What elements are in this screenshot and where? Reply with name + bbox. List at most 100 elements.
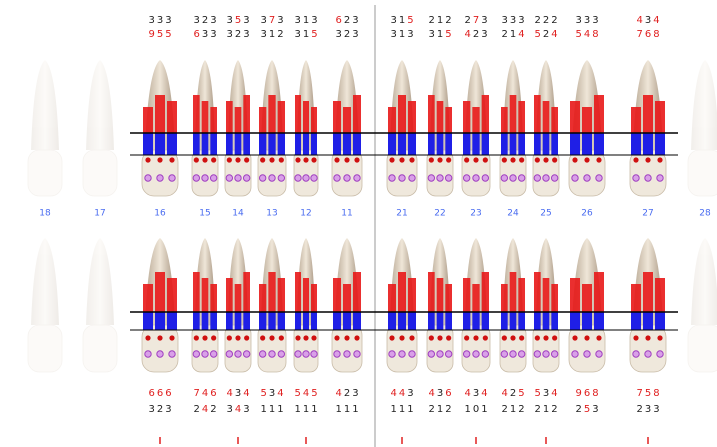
plaque-ring xyxy=(333,174,341,182)
plaque-ring xyxy=(533,174,542,182)
pocket-bar xyxy=(501,312,508,330)
plaque-ring xyxy=(517,350,526,358)
tooth-crown xyxy=(191,149,219,197)
bleeding-dot xyxy=(552,157,558,163)
plaque-ring xyxy=(258,174,267,182)
recession-bar xyxy=(268,272,276,312)
pocket-bar xyxy=(167,133,177,155)
pocket-bar xyxy=(481,133,489,155)
plaque-ring xyxy=(258,350,267,358)
bleeding-dot xyxy=(446,157,452,163)
tooth-number: 17 xyxy=(94,209,105,219)
tooth-crown xyxy=(687,149,717,197)
plaque-ring xyxy=(408,350,416,358)
pocket-bar xyxy=(501,133,508,155)
plaque-ring xyxy=(209,350,218,358)
plaque-ring xyxy=(310,174,318,182)
tooth-root xyxy=(86,60,114,150)
pocket-bar xyxy=(234,133,242,155)
pocket-bar xyxy=(268,133,276,155)
tooth-number: 23 xyxy=(470,209,481,219)
plaque-ring xyxy=(462,174,471,182)
plaque-ring xyxy=(277,350,286,358)
bleeding-dot xyxy=(409,157,415,163)
recession-bar xyxy=(210,284,217,312)
pocket-bar xyxy=(542,133,550,155)
bleeding-dot xyxy=(510,335,516,341)
plaque-ring xyxy=(168,350,176,358)
recession-bar xyxy=(408,101,416,133)
pocket-bar xyxy=(445,312,452,330)
pocket-bar xyxy=(518,312,525,330)
plaque-ring xyxy=(168,174,176,182)
plaque-ring xyxy=(444,174,453,182)
plaque-ring xyxy=(571,174,579,182)
tooth-crown xyxy=(629,324,667,373)
recession-bar xyxy=(655,101,665,133)
plaque-ring xyxy=(388,350,396,358)
tooth-crown xyxy=(568,149,606,197)
tooth-number: 25 xyxy=(540,209,551,219)
tooth-crown xyxy=(568,324,606,373)
pocket-bar xyxy=(303,312,309,330)
pocket-bar xyxy=(193,312,200,330)
recession-bar xyxy=(295,95,301,133)
plaque-ring xyxy=(509,174,517,182)
plaque-ring xyxy=(644,174,652,182)
pocket-bar xyxy=(295,133,301,155)
tooth-crown xyxy=(499,149,527,197)
tooth-number: 14 xyxy=(232,209,244,219)
recession-bar xyxy=(631,107,641,133)
tooth-crown xyxy=(426,149,454,197)
tooth-root xyxy=(691,238,717,325)
recession-bar xyxy=(481,272,489,312)
plaque-ring xyxy=(302,350,310,358)
plaque-ring xyxy=(242,350,251,358)
bleeding-dot xyxy=(409,335,415,341)
recession-bar xyxy=(333,101,341,133)
bleeding-dot xyxy=(534,157,540,163)
plaque-ring xyxy=(644,350,652,358)
tooth-root xyxy=(465,60,487,150)
pocket-bar xyxy=(311,133,317,155)
teeth xyxy=(27,60,717,373)
recession-bar xyxy=(570,278,580,312)
bleeding-dot xyxy=(295,335,301,341)
recession-bar xyxy=(501,107,508,133)
bleeding-dot xyxy=(211,157,217,163)
tooth-crown xyxy=(257,324,287,373)
plaque-ring xyxy=(656,174,664,182)
bleeding-dot xyxy=(278,157,284,163)
recession-bar xyxy=(472,107,480,133)
recession-bar xyxy=(501,284,508,312)
recession-bar xyxy=(201,101,209,133)
tooth-crown xyxy=(27,324,63,373)
tooth-root xyxy=(228,60,248,150)
plaque-ring xyxy=(234,350,242,358)
tooth-crown xyxy=(687,324,717,373)
recession-bar xyxy=(428,272,435,312)
bleeding-dot xyxy=(399,157,405,163)
recession-bar xyxy=(226,278,233,312)
plaque-ring xyxy=(632,174,640,182)
tooth-root xyxy=(228,238,248,325)
bleeding-dot xyxy=(334,335,340,341)
recession-bar xyxy=(388,284,396,312)
tooth-crown xyxy=(532,149,560,197)
bleeding-dot xyxy=(519,157,525,163)
pocket-bar xyxy=(226,133,233,155)
plaque-ring xyxy=(509,350,517,358)
pocket-bar xyxy=(542,312,550,330)
tooth-crown xyxy=(532,324,560,373)
bleeding-dot xyxy=(269,157,275,163)
plaque-ring xyxy=(225,174,234,182)
